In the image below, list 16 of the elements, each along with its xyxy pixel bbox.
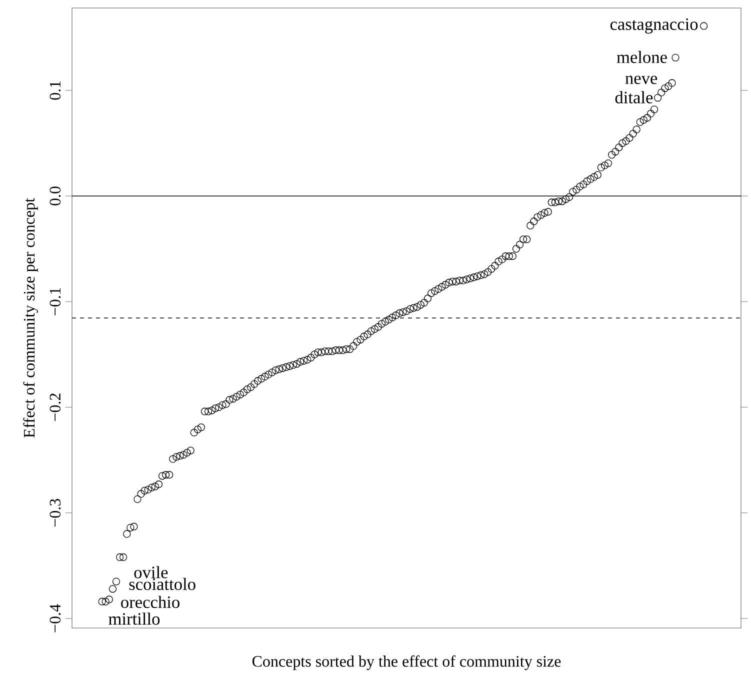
y-tick-label: 0.1 — [50, 81, 61, 100]
annotation: ditale — [615, 91, 653, 104]
annotation: castagnaccio — [610, 18, 698, 34]
y-tick-label: −0.2 — [50, 394, 61, 421]
x-axis-title: Concepts sorted by the effect of community size — [252, 655, 561, 670]
y-tick-label: −0.3 — [50, 498, 61, 527]
y-axis-title: Effect of community size per concept — [23, 198, 38, 438]
annotation: scoiattolo — [129, 578, 196, 590]
y-tick-label: −0.4 — [50, 604, 61, 632]
y-tick-label: −0.1 — [50, 288, 61, 316]
annotation: mirtillo — [108, 612, 160, 625]
annotation: ovile — [134, 566, 168, 578]
annotation: orecchio — [121, 596, 180, 608]
y-tick-label: 0.0 — [50, 186, 61, 206]
annotation: melone — [616, 50, 667, 64]
annotation: neve — [625, 76, 658, 84]
